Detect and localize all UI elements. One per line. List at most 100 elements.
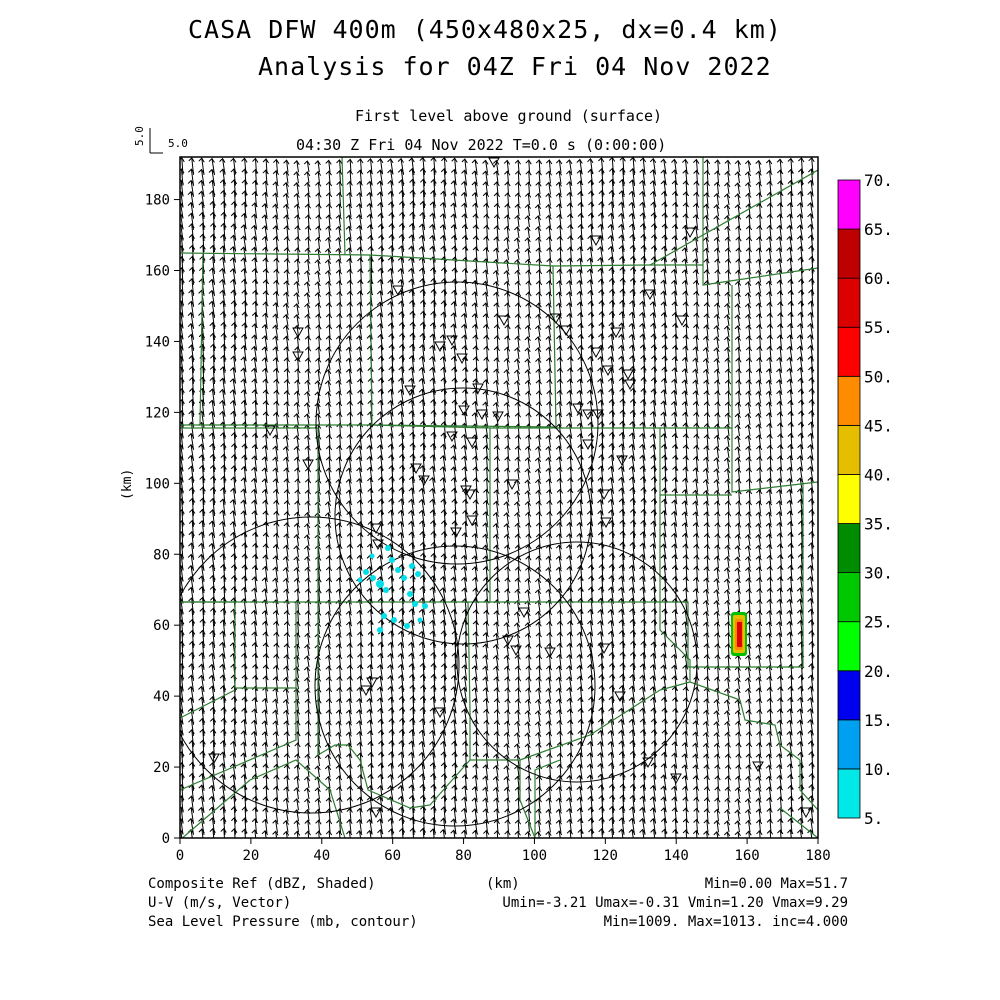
wind-vector bbox=[325, 830, 333, 838]
wind-vector bbox=[387, 267, 394, 285]
wind-vector bbox=[440, 630, 447, 648]
wind-vector bbox=[180, 398, 185, 417]
wind-vector bbox=[461, 399, 469, 416]
wind-vector bbox=[388, 454, 395, 472]
wind-vector bbox=[535, 313, 542, 327]
wind-vector bbox=[545, 797, 552, 811]
wind-vector bbox=[199, 750, 206, 770]
wind-vector bbox=[346, 500, 353, 514]
wind-vector bbox=[272, 225, 279, 239]
wind-vector bbox=[714, 159, 721, 173]
wind-vector bbox=[304, 456, 312, 470]
wind-vector bbox=[492, 412, 500, 426]
wind-vector bbox=[272, 302, 279, 316]
colorbar-swatch bbox=[837, 179, 861, 230]
wind-vector bbox=[198, 190, 205, 209]
wind-vector bbox=[471, 444, 479, 460]
wind-vector bbox=[180, 751, 185, 769]
wind-vector bbox=[755, 808, 762, 822]
wind-vector bbox=[346, 389, 353, 404]
wind-vector bbox=[294, 225, 301, 239]
wind-vector bbox=[188, 729, 195, 747]
wind-vector bbox=[535, 390, 543, 404]
wind-vector bbox=[734, 303, 741, 316]
wind-vector bbox=[335, 511, 342, 525]
title-line-2: Analysis for 04Z Fri 04 Nov 2022 bbox=[258, 52, 772, 81]
wind-vector bbox=[629, 618, 636, 638]
wind-vector bbox=[272, 488, 280, 503]
wind-vector bbox=[398, 816, 405, 835]
wind-vector bbox=[744, 787, 752, 800]
wind-vector bbox=[294, 720, 301, 734]
wind-vector bbox=[503, 665, 511, 679]
wind-vector bbox=[504, 181, 511, 195]
wind-vector bbox=[713, 445, 720, 459]
wind-vector bbox=[293, 666, 300, 679]
wind-vector bbox=[240, 477, 247, 494]
colorbar-swatch bbox=[837, 375, 861, 426]
wind-vector bbox=[304, 687, 311, 701]
wind-vector bbox=[503, 742, 510, 756]
wind-vector bbox=[180, 508, 185, 527]
wind-vector bbox=[493, 687, 500, 701]
wind-vector bbox=[366, 169, 374, 185]
wind-vector bbox=[714, 764, 721, 778]
wind-vector bbox=[503, 786, 511, 800]
wind-vector bbox=[471, 159, 478, 174]
station-marker bbox=[458, 405, 470, 417]
wind-vector bbox=[713, 819, 720, 833]
wind-vector bbox=[714, 291, 721, 305]
wind-vector bbox=[335, 742, 342, 756]
wind-vector bbox=[430, 167, 437, 186]
wind-vector bbox=[398, 453, 406, 472]
wind-vector bbox=[282, 555, 290, 569]
wind-vector bbox=[545, 291, 553, 305]
wind-vector bbox=[524, 632, 532, 646]
wind-vector bbox=[398, 200, 406, 219]
wind-vector bbox=[272, 819, 279, 833]
wind-vector bbox=[388, 354, 395, 373]
wind-vector bbox=[377, 344, 385, 362]
wind-vector bbox=[734, 467, 742, 481]
wind-vector bbox=[282, 192, 290, 206]
wind-vector bbox=[314, 281, 321, 294]
wind-vector bbox=[304, 302, 311, 316]
wind-vector bbox=[409, 695, 416, 715]
wind-vector bbox=[607, 498, 615, 516]
wind-vector bbox=[219, 432, 227, 450]
wind-vector bbox=[283, 489, 291, 503]
wind-vector bbox=[294, 214, 301, 228]
wind-vector bbox=[755, 423, 762, 437]
wind-vector bbox=[251, 576, 258, 592]
wind-vector bbox=[240, 741, 247, 758]
wind-vector bbox=[325, 170, 332, 184]
wind-vector bbox=[703, 500, 710, 514]
wind-vector bbox=[503, 346, 511, 360]
wind-vector bbox=[808, 366, 815, 384]
wind-vector bbox=[503, 401, 510, 415]
wind-vector bbox=[460, 312, 468, 328]
wind-vector bbox=[419, 652, 426, 671]
wind-vector bbox=[524, 456, 531, 470]
wind-vector bbox=[576, 411, 583, 427]
wind-vector bbox=[629, 739, 636, 759]
wind-vector bbox=[325, 544, 332, 558]
wind-vector bbox=[336, 665, 343, 679]
wind-vector bbox=[745, 599, 753, 613]
wind-vector bbox=[525, 786, 532, 800]
wind-vector bbox=[294, 368, 301, 382]
wind-vector bbox=[209, 321, 216, 341]
wind-vector bbox=[240, 246, 247, 263]
wind-vector bbox=[524, 226, 531, 239]
wind-vector bbox=[241, 542, 248, 560]
wind-vector bbox=[524, 336, 531, 349]
wind-vector bbox=[745, 500, 752, 514]
wind-vector bbox=[346, 532, 354, 547]
wind-vector bbox=[744, 171, 752, 184]
wind-vector bbox=[492, 764, 500, 778]
colorbar-label: 35. bbox=[864, 515, 893, 534]
wind-vector bbox=[261, 609, 269, 625]
wind-vector bbox=[618, 245, 625, 264]
wind-vector bbox=[503, 391, 510, 404]
wind-vector bbox=[724, 665, 731, 679]
